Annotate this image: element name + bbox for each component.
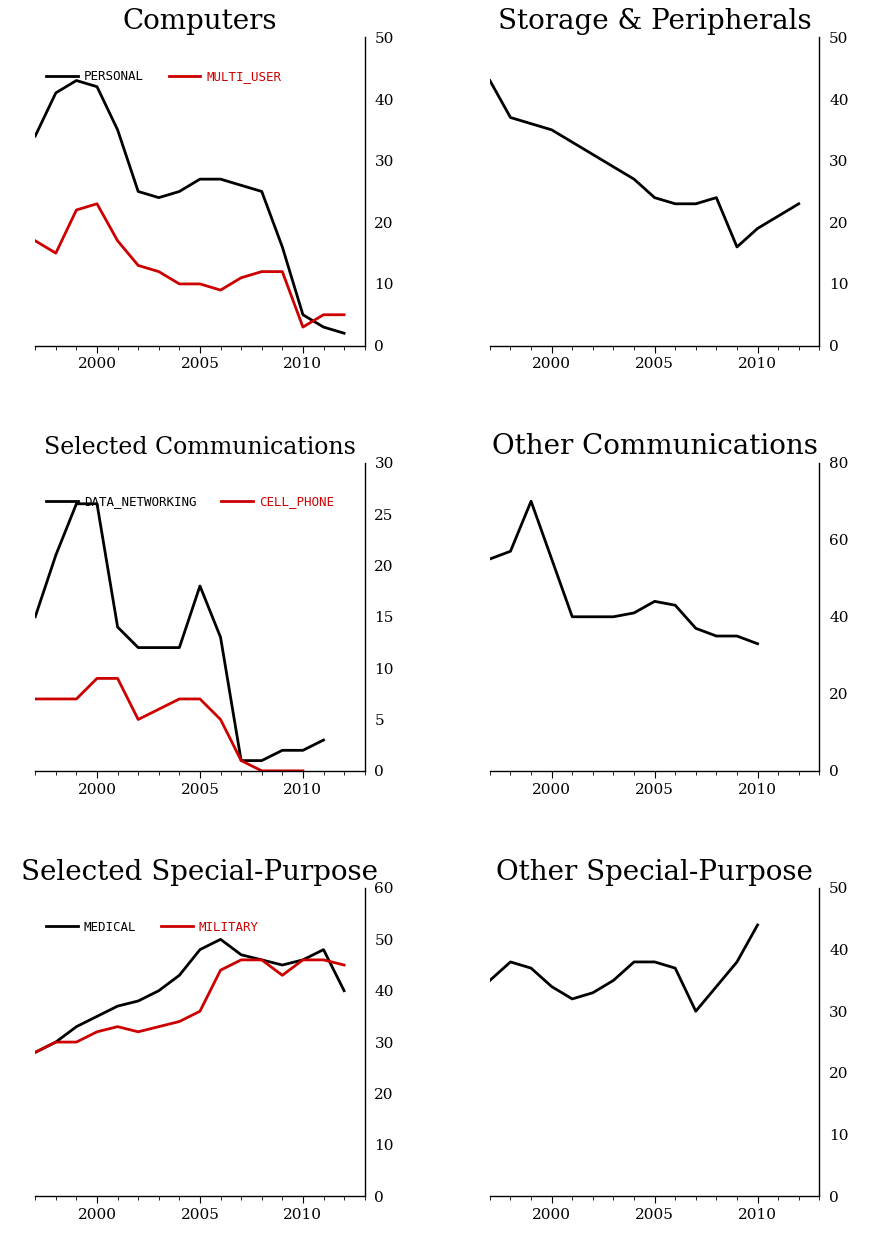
- Title: Storage & Peripherals: Storage & Peripherals: [498, 7, 811, 35]
- Title: Other Special-Purpose: Other Special-Purpose: [496, 858, 813, 886]
- Title: Other Communications: Other Communications: [492, 434, 818, 460]
- Legend: DATA_NETWORKING, CELL_PHONE: DATA_NETWORKING, CELL_PHONE: [41, 491, 339, 513]
- Legend: PERSONAL, MULTI_USER: PERSONAL, MULTI_USER: [41, 65, 286, 88]
- Title: Selected Communications: Selected Communications: [44, 436, 356, 460]
- Title: Selected Special-Purpose: Selected Special-Purpose: [21, 858, 379, 886]
- Legend: MEDICAL, MILITARY: MEDICAL, MILITARY: [41, 916, 264, 938]
- Title: Computers: Computers: [122, 7, 278, 35]
